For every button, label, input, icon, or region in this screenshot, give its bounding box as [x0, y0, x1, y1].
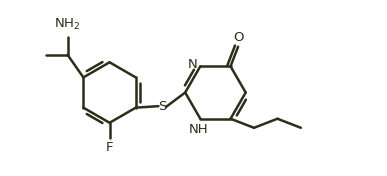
- Text: N: N: [188, 58, 197, 71]
- Text: F: F: [106, 141, 113, 154]
- Text: S: S: [158, 100, 166, 113]
- Text: NH$_2$: NH$_2$: [54, 17, 81, 32]
- Text: O: O: [233, 31, 243, 44]
- Text: NH: NH: [189, 123, 209, 136]
